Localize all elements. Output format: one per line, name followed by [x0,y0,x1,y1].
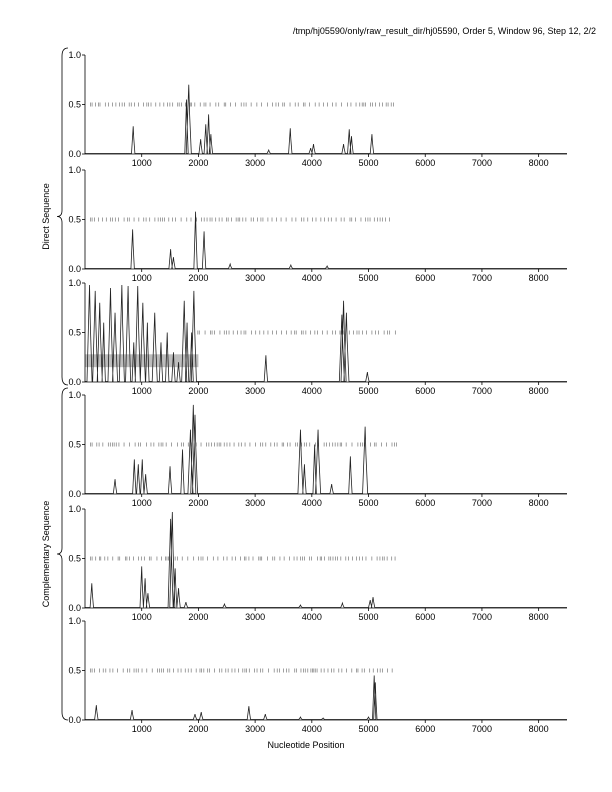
x-tick-label: 5000 [359,273,379,283]
complementary-sequence-label: Complementary Sequence [41,501,51,608]
x-tick-label: 4000 [302,158,322,168]
x-tick-label: 3000 [245,498,265,508]
threshold-marks [90,556,396,561]
x-tick-label: 7000 [472,612,492,622]
x-tick-label: 8000 [529,273,549,283]
x-axis-label: Nucleotide Position [267,740,345,750]
threshold-marks [90,102,394,107]
y-tick-label: 0.5 [68,554,81,564]
threshold-marks [90,668,393,673]
y-tick-label: 0.5 [68,328,81,338]
y-tick-label: 0.0 [68,715,81,725]
x-tick-label: 6000 [415,724,435,734]
y-tick-label: 0.5 [68,666,81,676]
direct-sequence-brace [56,47,69,386]
y-tick-label: 1.0 [68,504,81,514]
complementary-sequence-brace [56,387,69,721]
x-tick-label: 5000 [359,612,379,622]
x-tick-label: 5000 [359,724,379,734]
y-tick-label: 1.0 [68,278,81,288]
x-tick-label: 8000 [529,386,549,396]
x-tick-label: 3000 [245,158,265,168]
threshold-marks [197,330,396,335]
x-tick-label: 2000 [188,158,208,168]
panel-3 [82,282,567,385]
x-tick-label: 6000 [415,273,435,283]
x-tick-label: 6000 [415,158,435,168]
threshold-marks [90,217,390,222]
panel-6 [82,620,567,723]
x-tick-label: 8000 [529,498,549,508]
threshold-marks [90,442,397,447]
x-tick-label: 1000 [132,612,152,622]
x-tick-label: 8000 [529,612,549,622]
x-tick-label: 5000 [359,498,379,508]
series-line [85,404,567,494]
y-tick-label: 0.0 [68,377,81,387]
x-tick-label: 4000 [302,498,322,508]
panel-4 [82,394,567,497]
y-tick-label: 0.5 [68,215,81,225]
series-line [85,511,567,608]
x-tick-label: 1000 [132,386,152,396]
y-tick-label: 0.0 [68,603,81,613]
x-tick-label: 7000 [472,386,492,396]
panel-1 [82,54,567,157]
y-tick-label: 1.0 [68,390,81,400]
x-tick-label: 1000 [132,158,152,168]
x-tick-label: 3000 [245,724,265,734]
x-tick-label: 5000 [359,158,379,168]
x-tick-label: 3000 [245,273,265,283]
y-tick-label: 0.5 [68,100,81,110]
series-line [85,675,567,720]
x-tick-label: 4000 [302,273,322,283]
y-tick-label: 0.5 [68,440,81,450]
x-tick-label: 1000 [132,273,152,283]
series-line [85,84,567,154]
x-tick-label: 4000 [302,386,322,396]
x-tick-label: 5000 [359,386,379,396]
x-tick-label: 7000 [472,158,492,168]
x-tick-label: 7000 [472,273,492,283]
y-tick-label: 0.0 [68,149,81,159]
x-tick-label: 6000 [415,498,435,508]
y-tick-label: 0.0 [68,264,81,274]
series-line [85,211,567,269]
x-tick-label: 2000 [188,386,208,396]
x-tick-label: 1000 [132,724,152,734]
x-tick-label: 2000 [188,273,208,283]
series-line [85,284,567,382]
x-tick-label: 2000 [188,612,208,622]
x-tick-label: 4000 [302,612,322,622]
x-tick-label: 2000 [188,724,208,734]
x-tick-label: 4000 [302,724,322,734]
x-tick-label: 7000 [472,498,492,508]
x-tick-label: 2000 [188,498,208,508]
y-tick-label: 1.0 [68,50,81,60]
y-tick-label: 1.0 [68,165,81,175]
file-header: /tmp/hj05590/only/raw_result_dir/hj05590… [292,26,596,36]
x-tick-label: 8000 [529,158,549,168]
x-tick-label: 8000 [529,724,549,734]
x-tick-label: 3000 [245,612,265,622]
y-tick-label: 0.0 [68,489,81,499]
x-tick-label: 6000 [415,612,435,622]
x-tick-label: 6000 [415,386,435,396]
x-tick-label: 3000 [245,386,265,396]
x-tick-label: 1000 [132,498,152,508]
panel-5 [82,508,567,611]
y-tick-label: 1.0 [68,616,81,626]
direct-sequence-label: Direct Sequence [41,183,51,250]
x-tick-label: 7000 [472,724,492,734]
panel-2 [82,169,567,272]
